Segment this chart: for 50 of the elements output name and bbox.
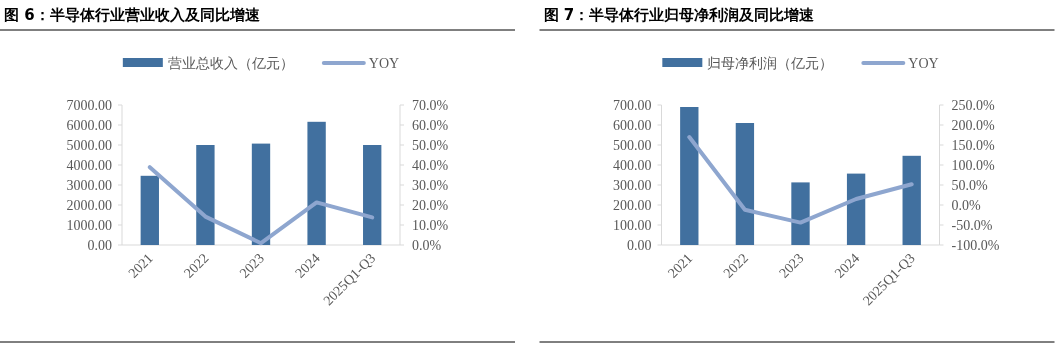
y2-tick-label: 10.0% [412, 218, 449, 233]
bar [680, 107, 699, 245]
bar [251, 143, 271, 245]
y2-tick-label: 0.0% [412, 238, 442, 253]
y-tick-label: 0.00 [627, 238, 652, 253]
y-tick-label: 2000.00 [66, 198, 112, 213]
y-tick-label: 1000.00 [66, 218, 112, 233]
y2-tick-label: 0.0% [951, 198, 981, 213]
y2-tick-label: 200.0% [951, 118, 995, 133]
line-series [687, 135, 914, 225]
y2-tick-label: 40.0% [412, 158, 449, 173]
legend-label: 营业总收入（亿元） [167, 56, 294, 71]
y-tick-label: 5000.00 [66, 138, 112, 153]
y2-tick-label: 60.0% [412, 118, 449, 133]
y2-tick-label: 30.0% [412, 178, 449, 193]
y-tick-label: 500.00 [613, 138, 652, 153]
y-tick-label: 100.00 [613, 218, 652, 233]
bar [196, 145, 215, 245]
bar [791, 182, 810, 245]
y2-tick-label: -100.0% [951, 238, 1000, 253]
y2-tick-label: 20.0% [412, 198, 449, 213]
y-tick-label: 200.00 [613, 198, 652, 213]
legend-label: 归母净利润（亿元） [707, 56, 834, 71]
chart-title: 图 6：半导体行业营业收入及同比增速 [4, 6, 261, 24]
bar [902, 155, 921, 245]
bar [735, 123, 755, 245]
y2-tick-label: 50.0% [951, 178, 988, 193]
y-tick-label: 400.00 [613, 158, 652, 173]
bar [363, 145, 382, 245]
y2-tick-label: 100.0% [951, 158, 995, 173]
y-tick-label: 3000.00 [66, 178, 112, 193]
bar [846, 173, 866, 245]
y-tick-label: 4000.00 [66, 158, 112, 173]
line-series [147, 165, 375, 246]
y2-tick-label: 150.0% [951, 138, 995, 153]
y2-tick-label: 250.0% [951, 98, 995, 113]
bar [140, 175, 159, 245]
y2-tick-label: 50.0% [412, 138, 449, 153]
y-tick-label: 300.00 [613, 178, 652, 193]
bar [307, 121, 326, 245]
y-tick-label: 0.00 [87, 238, 112, 253]
y-tick-label: 600.00 [613, 118, 652, 133]
legend-label: YOY [368, 56, 400, 71]
legend-label: YOY [908, 56, 939, 71]
y-tick-label: 7000.00 [66, 98, 112, 113]
y-tick-label: 6000.00 [66, 118, 112, 133]
chart-title: 图 7：半导体行业归母净利润及同比增速 [543, 6, 816, 24]
y-tick-label: 700.00 [613, 98, 652, 113]
y2-tick-label: 70.0% [412, 98, 449, 113]
y2-tick-label: -50.0% [951, 218, 993, 233]
